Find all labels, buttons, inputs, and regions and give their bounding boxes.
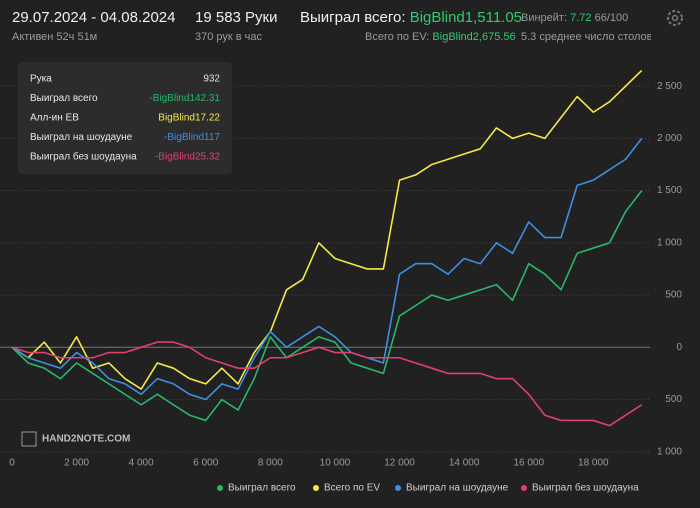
legend-swatch	[313, 485, 319, 491]
tooltip: Рука 932 Выиграл всего -BigBlind142.31 Алл-и…	[18, 62, 232, 174]
y-tick-label: 1 000	[657, 446, 682, 457]
tooltip-label: Рука	[30, 74, 52, 85]
series-line	[11, 69, 643, 390]
x-tick-label: 0	[9, 458, 15, 469]
gear-center[interactable]	[671, 14, 679, 22]
legend-label: Всего по EV	[324, 483, 380, 494]
won-label: Выиграл всего: BigBlind1,511.05	[300, 9, 522, 26]
x-tick-label: 6 000	[193, 458, 218, 469]
x-tick-label: 2 000	[64, 458, 89, 469]
y-tick-label: 2 500	[657, 81, 682, 92]
hands: 19 583 Руки	[195, 9, 278, 26]
gear[interactable]	[667, 10, 683, 26]
ev-label-text: Всего по EV:	[365, 31, 429, 43]
tables: 5.3 среднее число столов	[521, 31, 653, 43]
legend-swatch	[217, 485, 223, 491]
plot: 1 000 500 0 500 1 000 1 500 2 000 2 500 0 2 000 4 …	[0, 69, 682, 469]
tooltip-box	[18, 62, 232, 174]
tooltip-label: Алл-ин ЕВ	[30, 113, 79, 124]
won-label-text: Выиграл всего:	[300, 9, 406, 26]
x-tick-label: 8 000	[258, 458, 283, 469]
winrate-per: 66/100	[595, 12, 629, 24]
x-tick-label: 18 000	[578, 458, 609, 469]
tooltip-value: -BigBlind117	[164, 132, 220, 143]
series-line	[11, 137, 643, 401]
tooltip-value: BigBlind17.22	[158, 113, 220, 124]
x-tick-label: 14 000	[449, 458, 480, 469]
series-line	[11, 341, 643, 427]
hands-rate: 370 рук в час	[195, 31, 263, 43]
x-tick-label: 16 000	[513, 458, 544, 469]
x-tick-label: 4 000	[129, 458, 154, 469]
legend: Выиграл всего Всего по EV Выиграл на шоуда…	[217, 482, 639, 494]
watermark-logo	[21, 431, 37, 447]
tooltip-label: Выиграл на шоудауне	[30, 132, 133, 143]
tables-clip: 5.3 среднее число столов	[521, 31, 653, 43]
won-value: BigBlind1,511.05	[410, 9, 522, 26]
ev-label: Всего по EV: BigBlind2,675.56	[365, 31, 516, 43]
settings-icon[interactable]	[667, 10, 683, 26]
active-time: Активен 52ч 51м	[12, 31, 97, 43]
y-tick-label: 1 500	[657, 185, 682, 196]
date-range: 29.07.2024 - 04.08.2024	[12, 9, 175, 26]
x-tick-label: 10 000	[320, 458, 351, 469]
y-tick-label: 500	[665, 290, 682, 301]
y-tick-label: 2 000	[657, 133, 682, 144]
x-tick-label: 12 000	[384, 458, 415, 469]
legend-label: Выиграл без шоудауна	[532, 482, 639, 494]
y-tick-label: 0	[676, 342, 682, 353]
watermark: HAND2NOTE.COM	[42, 434, 130, 445]
ev-value: BigBlind2,675.56	[432, 31, 515, 43]
y-tick-label: 1 000	[657, 237, 682, 248]
tooltip-label: Выиграл без шоудауна	[30, 151, 137, 163]
tooltip-value: 932	[203, 74, 220, 85]
legend-swatch	[395, 485, 401, 491]
winrate: Винрейт: 7.72 66/100	[521, 12, 628, 24]
legend-label: Выиграл всего	[228, 483, 296, 494]
y-tick-label: 500	[665, 394, 682, 405]
tooltip-label: Выиграл всего	[30, 93, 98, 104]
winrate-value: 7.72	[570, 12, 591, 24]
legend-swatch	[521, 485, 527, 491]
tooltip-value: -BigBlind142.31	[149, 93, 220, 104]
legend-label: Выиграл на шоудауне	[406, 483, 509, 494]
series-line	[11, 190, 643, 422]
winrate-label: Винрейт:	[521, 12, 567, 24]
tooltip-value: -BigBlind25.32	[155, 152, 220, 163]
